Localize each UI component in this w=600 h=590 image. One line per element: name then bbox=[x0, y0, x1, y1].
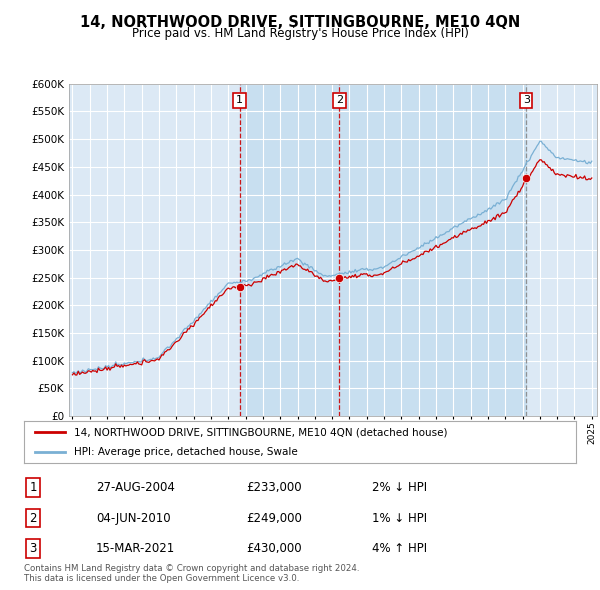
Text: 1% ↓ HPI: 1% ↓ HPI bbox=[372, 512, 427, 525]
Text: 14, NORTHWOOD DRIVE, SITTINGBOURNE, ME10 4QN: 14, NORTHWOOD DRIVE, SITTINGBOURNE, ME10… bbox=[80, 15, 520, 30]
Text: 2: 2 bbox=[29, 512, 37, 525]
Text: £430,000: £430,000 bbox=[246, 542, 302, 555]
Text: 27-AUG-2004: 27-AUG-2004 bbox=[96, 481, 175, 494]
Text: 2% ↓ HPI: 2% ↓ HPI bbox=[372, 481, 427, 494]
Text: Price paid vs. HM Land Registry's House Price Index (HPI): Price paid vs. HM Land Registry's House … bbox=[131, 27, 469, 40]
Text: Contains HM Land Registry data © Crown copyright and database right 2024.
This d: Contains HM Land Registry data © Crown c… bbox=[24, 563, 359, 583]
Text: £233,000: £233,000 bbox=[246, 481, 302, 494]
Text: 04-JUN-2010: 04-JUN-2010 bbox=[96, 512, 170, 525]
Text: 15-MAR-2021: 15-MAR-2021 bbox=[96, 542, 175, 555]
Text: 3: 3 bbox=[29, 542, 37, 555]
Text: 2: 2 bbox=[336, 96, 343, 106]
Bar bbox=[239, 84, 526, 416]
Text: 14, NORTHWOOD DRIVE, SITTINGBOURNE, ME10 4QN (detached house): 14, NORTHWOOD DRIVE, SITTINGBOURNE, ME10… bbox=[74, 427, 447, 437]
Text: 1: 1 bbox=[29, 481, 37, 494]
Text: HPI: Average price, detached house, Swale: HPI: Average price, detached house, Swal… bbox=[74, 447, 298, 457]
Text: £249,000: £249,000 bbox=[246, 512, 302, 525]
Text: 4% ↑ HPI: 4% ↑ HPI bbox=[372, 542, 427, 555]
Text: 3: 3 bbox=[523, 96, 530, 106]
Text: 1: 1 bbox=[236, 96, 243, 106]
